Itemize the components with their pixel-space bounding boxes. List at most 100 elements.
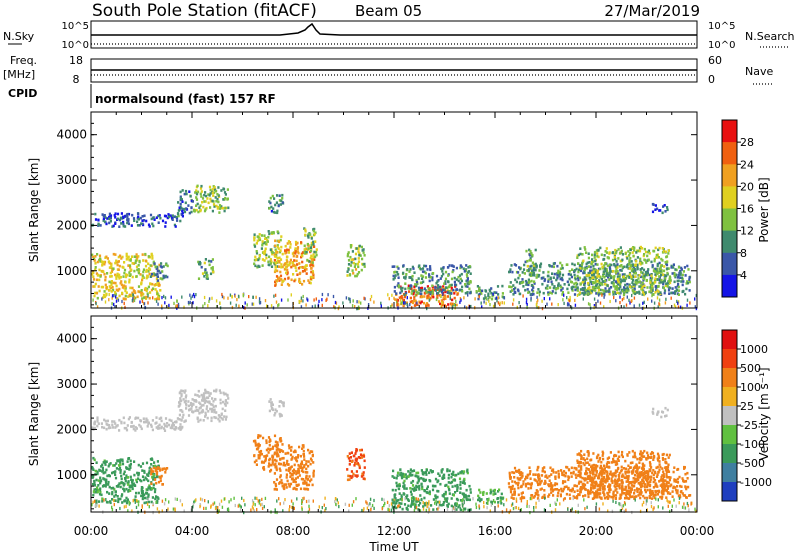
data-cell: [165, 275, 167, 278]
data-cell: [155, 288, 157, 291]
data-cell: [166, 467, 168, 470]
data-cell: [531, 280, 533, 283]
data-cell: [220, 417, 222, 420]
data-cell: [410, 491, 412, 494]
data-cell: [271, 265, 273, 268]
data-cell: [528, 466, 530, 469]
data-cell: [305, 468, 307, 471]
data-cell: [105, 276, 107, 279]
data-cell: [215, 389, 217, 392]
data-cell: [441, 270, 443, 273]
data-cell: [425, 291, 427, 294]
data-cell: [311, 237, 313, 240]
data-cell: [198, 263, 200, 266]
data-cell: [217, 186, 219, 189]
data-cell: [117, 501, 119, 504]
data-cell: [184, 391, 186, 394]
data-cell: [120, 475, 122, 478]
data-cell: [435, 289, 437, 292]
data-cell: [522, 480, 524, 483]
data-cell: [601, 294, 602, 297]
data-cell: [98, 422, 100, 425]
data-cell: [666, 206, 668, 209]
data-cell: [645, 261, 647, 264]
y-tick-label: 1000: [56, 264, 87, 278]
data-cell: [153, 467, 155, 470]
data-cell: [514, 493, 516, 496]
data-cell: [259, 452, 261, 455]
data-cell: [668, 249, 670, 252]
data-cell: [609, 270, 611, 273]
data-cell: [289, 246, 291, 249]
data-cell: [290, 449, 292, 452]
data-cell: [502, 292, 504, 295]
data-cell: [113, 303, 114, 306]
data-cell: [630, 466, 632, 469]
data-cell: [291, 279, 293, 282]
data-cell: [575, 474, 577, 477]
data-cell: [149, 225, 151, 228]
data-cell: [399, 292, 401, 295]
data-cell: [126, 467, 128, 470]
data-cell: [220, 402, 222, 405]
data-cell: [591, 258, 593, 261]
data-cell: [204, 271, 206, 274]
data-cell: [99, 275, 101, 278]
data-cell: [117, 213, 119, 216]
data-cell: [584, 276, 586, 279]
data-cell: [656, 256, 658, 259]
data-cell: [195, 293, 196, 296]
data-cell: [579, 247, 581, 250]
data-cell: [149, 291, 151, 294]
data-cell: [607, 284, 609, 287]
data-cell: [363, 297, 364, 300]
data-cell: [536, 266, 538, 269]
data-cell: [130, 269, 132, 272]
data-cell: [351, 451, 353, 454]
data-cell: [481, 290, 483, 293]
data-cell: [615, 497, 617, 500]
data-cell: [612, 270, 614, 273]
data-cell: [279, 437, 281, 440]
data-cell: [153, 461, 155, 464]
data-cell: [514, 291, 516, 294]
data-cell: [159, 289, 161, 292]
data-cell: [679, 485, 681, 488]
data-cell: [548, 493, 550, 496]
data-cell: [190, 403, 192, 406]
data-cell: [117, 460, 119, 463]
data-cell: [595, 483, 597, 486]
data-cell: [449, 492, 451, 495]
data-cell: [310, 478, 312, 481]
data-cell: [408, 499, 410, 502]
data-cell: [158, 221, 160, 224]
data-cell: [142, 271, 144, 274]
data-cell: [645, 274, 647, 277]
data-cell: [552, 490, 554, 493]
data-cell: [202, 272, 204, 275]
data-cell: [467, 279, 469, 282]
data-cell: [138, 285, 140, 288]
data-cell: [391, 303, 392, 306]
data-cell: [115, 477, 117, 480]
data-cell: [156, 471, 158, 474]
data-cell: [546, 477, 548, 480]
data-cell: [278, 241, 280, 244]
data-cell: [552, 290, 554, 293]
data-cell: [573, 471, 575, 474]
data-cell: [145, 260, 147, 263]
data-cell: [399, 492, 401, 495]
data-cell: [268, 256, 270, 259]
data-cell: [571, 268, 573, 271]
data-cell: [266, 449, 268, 452]
data-cell: [590, 263, 592, 266]
data-cell: [111, 420, 113, 423]
data-cell: [636, 291, 638, 294]
data-cell: [189, 212, 191, 215]
data-cell: [640, 271, 642, 274]
data-cell: [617, 278, 619, 281]
data-cell: [597, 270, 599, 273]
data-cell: [440, 294, 441, 297]
data-cell: [546, 287, 548, 290]
data-cell: [397, 472, 399, 475]
